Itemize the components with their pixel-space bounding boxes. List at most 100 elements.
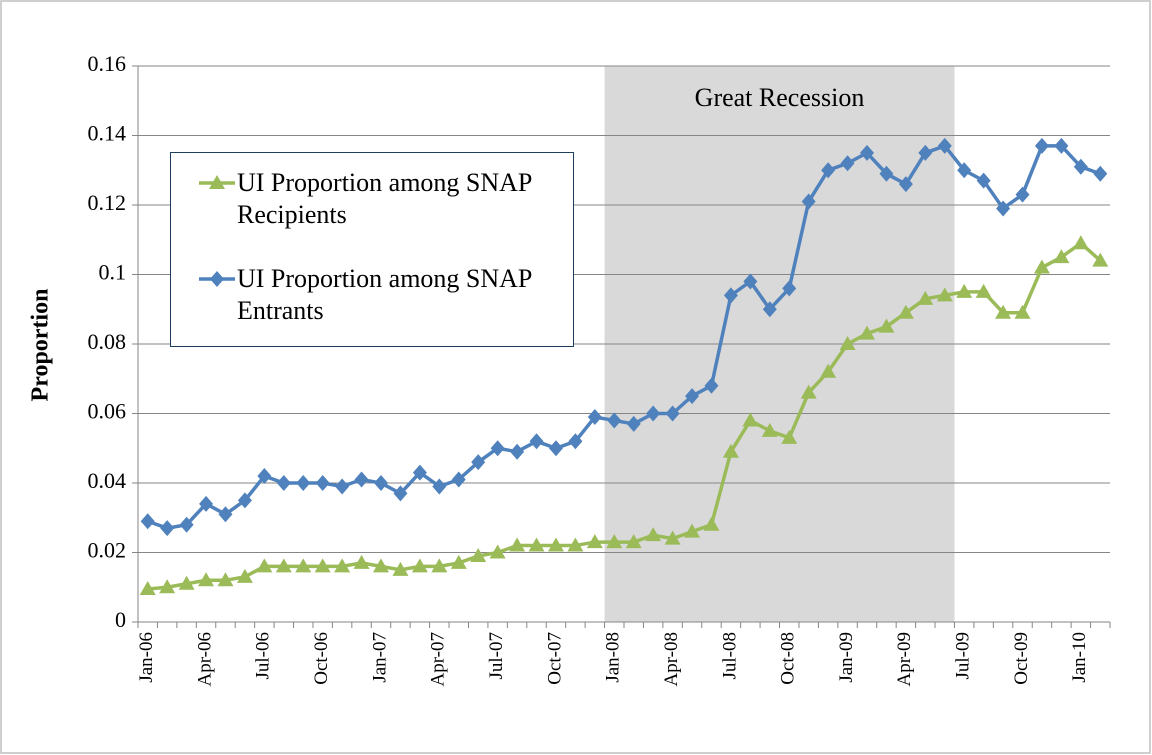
marker <box>800 384 817 399</box>
marker <box>956 283 973 298</box>
marker <box>859 325 875 340</box>
marker <box>685 388 700 405</box>
marker <box>471 454 486 471</box>
marker <box>256 558 273 573</box>
marker <box>840 155 855 172</box>
marker <box>237 492 252 509</box>
marker <box>587 408 602 425</box>
marker <box>586 534 603 549</box>
marker <box>975 283 992 298</box>
y-tick-label: 0.06 <box>88 399 127 424</box>
marker <box>198 572 215 587</box>
marker <box>878 318 895 333</box>
marker <box>879 165 894 182</box>
x-tick-label: Jan-06 <box>136 632 157 683</box>
y-tick-label: 0.14 <box>88 121 127 146</box>
x-tick-label: Jan-07 <box>369 632 390 683</box>
marker <box>140 513 155 530</box>
marker <box>1034 137 1049 154</box>
marker <box>411 558 428 573</box>
marker <box>510 443 525 460</box>
y-tick-label: 0.04 <box>88 468 127 493</box>
marker <box>742 412 759 427</box>
x-tick-label: Apr-06 <box>194 632 215 687</box>
marker <box>1072 235 1089 250</box>
x-tick-label: Jan-09 <box>836 632 857 683</box>
x-tick-label: Jul-09 <box>953 632 974 680</box>
marker <box>606 534 623 549</box>
annotation: Great Recession <box>695 83 865 112</box>
marker <box>839 336 856 350</box>
marker <box>199 495 214 512</box>
marker <box>996 200 1011 217</box>
marker <box>918 144 933 161</box>
x-tick-label: Apr-08 <box>661 632 682 687</box>
legend-entry: UI Proportion among SNAP Entrants <box>171 263 537 327</box>
legend-label: UI Proportion among SNAP Entrants <box>237 264 532 325</box>
y-tick-label: 0 <box>115 607 126 632</box>
marker <box>489 544 506 559</box>
marker <box>529 433 544 450</box>
marker <box>412 464 427 481</box>
x-tick-label: Oct-06 <box>311 632 332 685</box>
marker <box>860 144 874 161</box>
marker <box>178 575 195 590</box>
marker <box>937 137 952 154</box>
marker <box>374 475 388 491</box>
marker <box>354 471 369 488</box>
y-tick-label: 0.02 <box>88 538 127 563</box>
marker <box>334 558 351 573</box>
marker <box>431 558 448 573</box>
marker <box>722 443 739 458</box>
marker <box>703 516 720 531</box>
marker <box>957 162 972 179</box>
marker <box>723 287 738 304</box>
marker <box>373 558 389 573</box>
x-tick-label: Jul-08 <box>719 632 740 680</box>
marker <box>607 412 622 429</box>
marker <box>159 579 176 594</box>
marker <box>664 530 681 545</box>
marker <box>470 547 487 562</box>
marker <box>490 440 505 457</box>
marker <box>528 537 545 552</box>
marker <box>1014 304 1031 319</box>
y-tick-label: 0.08 <box>88 329 127 354</box>
marker <box>567 537 584 552</box>
legend-entry: UI Proportion among SNAP Recipients <box>171 167 537 231</box>
marker <box>568 433 583 450</box>
marker <box>296 475 311 491</box>
marker <box>257 468 272 485</box>
marker <box>646 405 661 422</box>
marker <box>665 405 680 422</box>
y-tick-label: 0.12 <box>88 190 127 215</box>
marker <box>821 162 836 179</box>
marker <box>1054 137 1069 154</box>
marker <box>936 287 953 302</box>
marker <box>160 520 175 537</box>
marker <box>820 363 837 378</box>
marker <box>547 537 564 552</box>
marker <box>353 554 370 569</box>
legend: UI Proportion among SNAP Recipients UI Pr… <box>170 152 574 347</box>
marker <box>898 176 913 193</box>
marker <box>625 534 642 549</box>
marker <box>276 475 291 491</box>
marker <box>645 527 662 542</box>
marker <box>275 558 292 573</box>
marker <box>761 422 778 437</box>
marker <box>335 478 350 495</box>
x-tick-label: Jan-08 <box>603 632 624 683</box>
x-tick-label: Jan-10 <box>1069 632 1090 683</box>
marker <box>626 415 641 432</box>
marker <box>995 304 1012 319</box>
legend-label: UI Proportion among SNAP Recipients <box>237 168 532 229</box>
y-tick-label: 0.1 <box>99 260 127 285</box>
marker <box>450 554 467 569</box>
marker <box>210 271 224 287</box>
marker <box>139 580 156 595</box>
x-tick-label: Jul-06 <box>253 632 274 680</box>
marker <box>743 273 758 290</box>
